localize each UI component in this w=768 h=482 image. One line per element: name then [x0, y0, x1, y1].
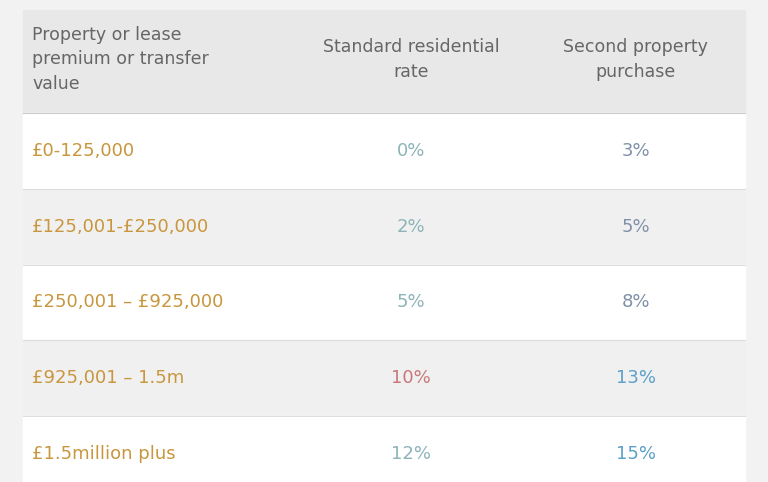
- Text: 10%: 10%: [391, 369, 431, 387]
- Text: Standard residential
rate: Standard residential rate: [323, 38, 499, 80]
- Text: 13%: 13%: [615, 369, 656, 387]
- Bar: [23, 340, 745, 416]
- Bar: [23, 416, 745, 482]
- Text: £250,001 – £925,000: £250,001 – £925,000: [32, 294, 223, 311]
- Text: 15%: 15%: [615, 445, 656, 463]
- Text: Second property
purchase: Second property purchase: [563, 38, 708, 80]
- Text: £125,001-£250,000: £125,001-£250,000: [32, 218, 210, 236]
- Text: £1.5million plus: £1.5million plus: [32, 445, 176, 463]
- Text: 12%: 12%: [391, 445, 431, 463]
- Text: 2%: 2%: [396, 218, 425, 236]
- Bar: [23, 113, 745, 189]
- Text: £0-125,000: £0-125,000: [32, 142, 135, 160]
- Bar: [23, 189, 745, 265]
- Text: 5%: 5%: [396, 294, 425, 311]
- Bar: [23, 10, 745, 113]
- Bar: [23, 265, 745, 340]
- Text: 0%: 0%: [397, 142, 425, 160]
- Text: 8%: 8%: [621, 294, 650, 311]
- Text: 3%: 3%: [621, 142, 650, 160]
- Text: £925,001 – 1.5m: £925,001 – 1.5m: [32, 369, 184, 387]
- Text: Property or lease
premium or transfer
value: Property or lease premium or transfer va…: [32, 26, 209, 93]
- Text: 5%: 5%: [621, 218, 650, 236]
